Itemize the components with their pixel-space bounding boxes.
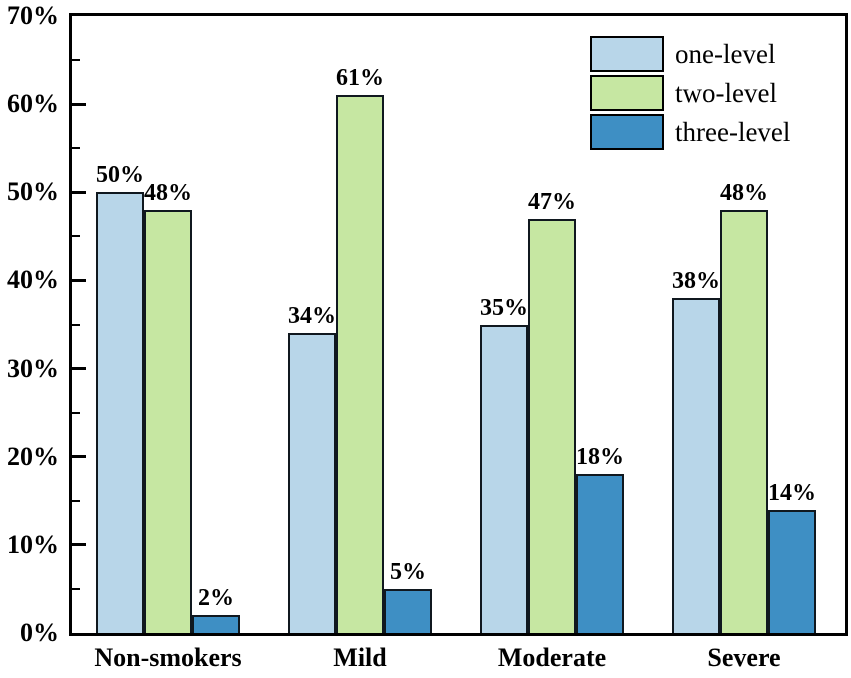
bar-one-level-non-smokers (96, 192, 144, 633)
bar-value-label: 14% (768, 479, 816, 506)
major-tick (72, 367, 86, 371)
bar-value-label: 34% (288, 303, 336, 330)
bar-value-label: 2% (198, 585, 234, 612)
y-tick-label: 30% (7, 353, 59, 383)
major-tick (72, 543, 86, 547)
legend-row-two-level: two-level (590, 75, 790, 111)
bar-two-level-mild (336, 95, 384, 633)
legend-label-two-level: two-level (675, 77, 777, 108)
minor-tick (72, 499, 80, 502)
bar-value-label: 5% (390, 558, 426, 585)
bar-one-level-severe (672, 298, 720, 633)
major-tick (72, 278, 86, 282)
y-tick-label: 50% (7, 177, 59, 207)
major-tick (72, 102, 86, 106)
minor-tick (72, 411, 80, 414)
bar-two-level-non-smokers (144, 209, 192, 633)
minor-tick (72, 587, 80, 590)
x-category-label-non-smokers: Non-smokers (94, 643, 242, 672)
bar-two-level-severe (720, 209, 768, 633)
bar-value-label: 35% (480, 294, 528, 321)
legend-row-three-level: three-level (590, 114, 790, 150)
minor-tick (72, 147, 80, 150)
y-tick-label: 0% (20, 618, 59, 647)
x-category-label-moderate: Moderate (497, 643, 607, 672)
bar-value-label: 48% (720, 179, 768, 206)
plot-area: 50% 48% 2% 34% 61% 5% 35% 47% 18% 38% 48% 14% one-l… (69, 13, 848, 636)
legend-swatch-one-level (590, 36, 664, 72)
bar-value-label: 48% (144, 179, 192, 206)
y-tick-label: 40% (7, 265, 59, 295)
bar-value-label: 38% (672, 268, 720, 295)
bar-two-level-moderate (528, 218, 576, 633)
bar-value-label: 61% (336, 65, 384, 92)
major-tick (72, 190, 86, 194)
legend-swatch-three-level (590, 114, 664, 150)
bar-three-level-moderate (576, 474, 624, 633)
y-tick-label: 60% (7, 89, 59, 119)
bar-one-level-moderate (480, 324, 528, 633)
legend-label-three-level: three-level (675, 116, 791, 147)
bar-three-level-severe (768, 509, 816, 633)
legend-swatch-two-level (590, 75, 664, 111)
bar-value-label: 50% (96, 162, 144, 189)
y-tick-label: 10% (7, 529, 59, 559)
bar-value-label: 47% (528, 188, 576, 215)
bar-three-level-non-smokers (192, 615, 240, 633)
y-tick-label: 70% (7, 1, 59, 30)
legend-label-one-level: one-level (675, 38, 776, 69)
y-tick-label: 20% (7, 441, 59, 471)
bar-one-level-mild (288, 333, 336, 633)
minor-tick (72, 323, 80, 326)
x-category-label-mild: Mild (333, 643, 387, 672)
legend-row-one-level: one-level (590, 36, 790, 72)
x-category-label-severe: Severe (707, 643, 781, 672)
major-tick (72, 455, 86, 459)
bar-value-label: 18% (576, 444, 624, 471)
minor-tick (72, 59, 80, 62)
minor-tick (72, 235, 80, 238)
bar-three-level-mild (384, 588, 432, 633)
legend: one-level two-level three-level (590, 36, 790, 153)
